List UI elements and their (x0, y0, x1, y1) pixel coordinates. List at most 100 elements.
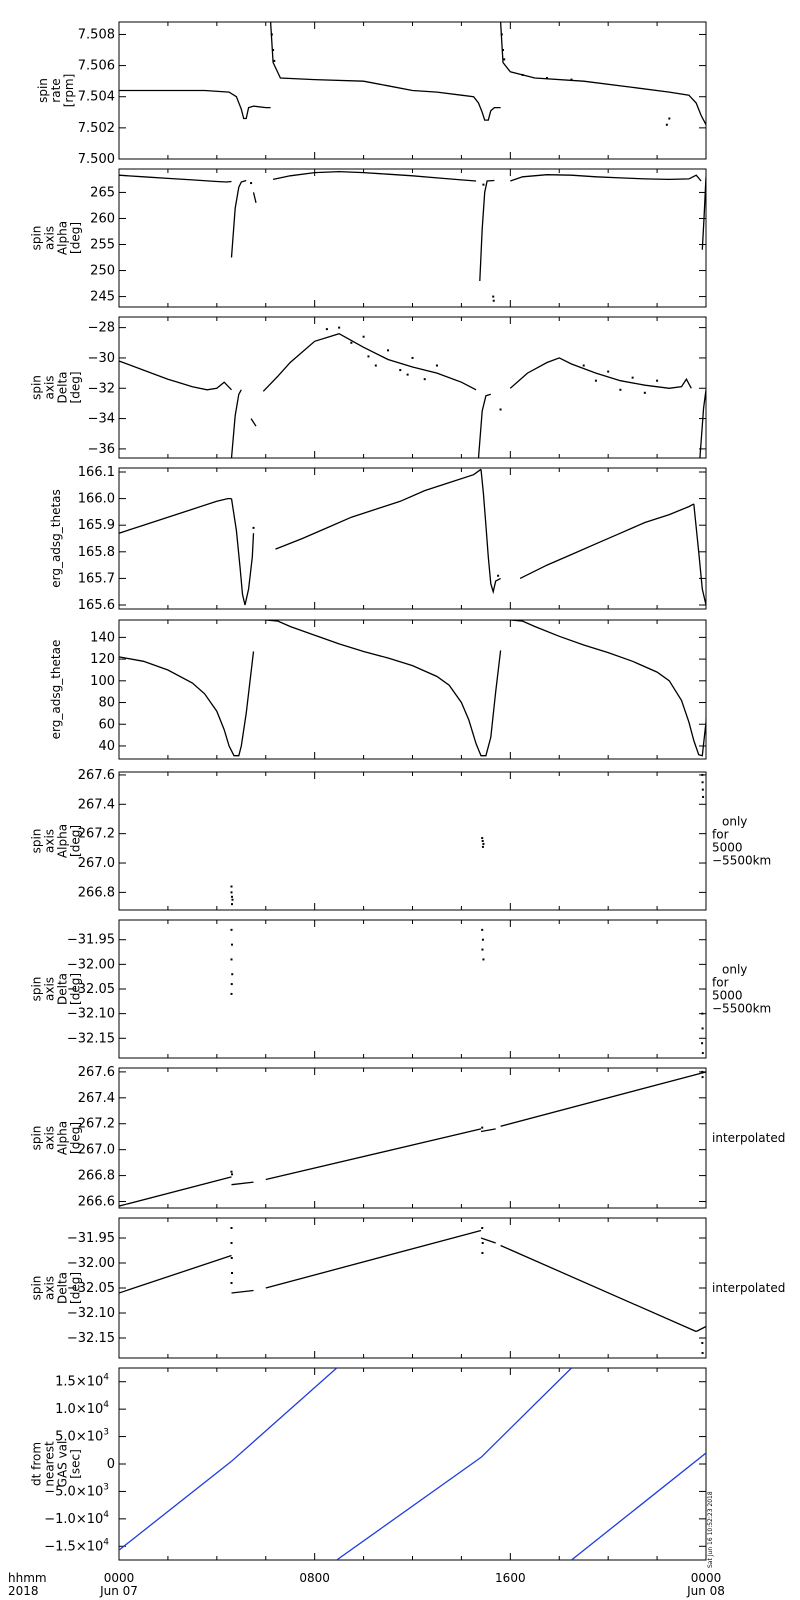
panel-note-line: for (712, 976, 729, 990)
series-segment (119, 1176, 232, 1207)
panel-note-line: for (712, 828, 729, 842)
y-tick-label: 165.7 (78, 571, 115, 586)
y-tick-label: 60 (98, 717, 115, 732)
y-tick-label: −31.95 (67, 1231, 115, 1246)
panel-note-line: interpolated (712, 1131, 785, 1145)
y-axis-label: spinaxisDelta[deg] (30, 973, 83, 1005)
data-point (582, 364, 585, 367)
data-point (701, 1012, 704, 1015)
y-tick-label: −32.00 (67, 1256, 115, 1271)
y-tick-label: 265 (90, 185, 115, 200)
y-tick-label: 80 (98, 696, 115, 711)
y-axis-label-line: spin (30, 977, 44, 1002)
x-tick-label: 0000 (104, 1571, 135, 1585)
series-segment (500, 1072, 702, 1127)
y-tick-label: 7.508 (78, 27, 115, 42)
y-tick-label: −32 (88, 381, 115, 396)
y-axis-label-line: spin (30, 375, 44, 400)
data-point (230, 1242, 233, 1244)
series-segment (252, 192, 257, 203)
data-point (701, 1352, 704, 1354)
y-tick-label: 245 (90, 290, 115, 305)
series-segment (119, 651, 255, 757)
y-axis-label-line: Alpha (56, 824, 70, 858)
y-tick-label: −5.0×103 (44, 1482, 109, 1499)
series-segment (693, 503, 706, 606)
series-segment (269, 22, 501, 121)
data-point (607, 370, 610, 373)
data-point (231, 898, 234, 901)
data-point (231, 973, 234, 976)
panel-data (119, 620, 706, 757)
y-axis-label: erg_adsg_thetae (49, 640, 63, 740)
y-axis-label-line: Alpha (56, 221, 70, 255)
panel-7: −32.15 −32.10 −32.05 −32.00 −31.95 spinaxisDe… (30, 919, 771, 1059)
data-point (230, 943, 233, 946)
y-tick-label: 267.4 (78, 797, 115, 812)
data-point (701, 1342, 704, 1344)
panel-data (230, 928, 704, 1055)
y-tick-label: −28 (88, 321, 115, 336)
data-point (230, 928, 233, 931)
series-segment (480, 1368, 572, 1458)
data-point (503, 58, 506, 61)
series-segment (265, 1128, 482, 1181)
panel-10: −1.5×104 −1.0×104 −5.0×103 0 5.0×103 1.0×104 1… (30, 1367, 707, 1561)
data-point (387, 349, 390, 352)
series-segment (699, 389, 706, 458)
y-axis-label-line: spin (36, 78, 50, 103)
series-segment (119, 89, 271, 120)
panel-data (119, 22, 706, 126)
y-axis-label-line: spin (30, 829, 44, 854)
data-point (230, 1170, 233, 1173)
panel-frame (118, 467, 707, 610)
data-point (230, 895, 233, 898)
data-point (423, 378, 426, 381)
y-axis-label-line: spin (30, 226, 44, 251)
y-axis-label-line: [deg] (69, 222, 83, 254)
y-axis-label: spinaxisAlpha[deg] (30, 1121, 83, 1155)
y-tick-label: −30 (88, 351, 115, 366)
data-point (656, 379, 659, 382)
data-point (350, 341, 353, 344)
x-row-label-year: 2018 (8, 1584, 39, 1598)
panel-data (119, 468, 706, 606)
series-segment (519, 503, 695, 579)
y-tick-label: 140 (90, 630, 115, 645)
y-tick-label: 266.6 (78, 1195, 115, 1210)
data-point (701, 773, 704, 776)
data-point (230, 958, 233, 961)
panel-frame (118, 619, 707, 760)
data-point (481, 1227, 484, 1229)
y-axis-label-line: erg_adsg_thetae (49, 640, 63, 740)
data-point (230, 891, 233, 894)
panel-note: only for 5000 −5500km (712, 963, 771, 1016)
series-segment (250, 418, 257, 427)
y-tick-label: −32.05 (67, 1281, 115, 1296)
series-segment (477, 393, 491, 458)
y-tick-label: −32.05 (67, 982, 115, 997)
y-tick-label: −32.10 (67, 1306, 115, 1321)
y-tick-label: 260 (90, 211, 115, 226)
data-point (230, 1227, 233, 1229)
data-point (521, 73, 524, 76)
y-axis-label-line: axis (43, 829, 57, 853)
data-point (230, 983, 233, 986)
series-segment (230, 389, 242, 458)
y-tick-label: 7.502 (78, 121, 115, 136)
y-axis-label: spinaxisAlpha[deg] (30, 824, 83, 858)
data-point (481, 845, 484, 848)
data-point (701, 1070, 704, 1073)
data-point (399, 369, 402, 372)
series-segment (480, 1237, 496, 1244)
panel-8: 266.6 266.8 267.0 267.2 267.4 267.6 spinaxisAl… (30, 1065, 786, 1210)
y-tick-label: 1.0×104 (55, 1400, 109, 1417)
panel-note: interpolated (712, 1281, 785, 1295)
data-point (482, 183, 485, 186)
x-tick-date-label: Jun 08 (686, 1584, 725, 1598)
panel-note-line: 5000 (712, 989, 743, 1003)
data-point (481, 837, 484, 840)
y-tick-label: −32.15 (67, 1031, 115, 1046)
series-segment (262, 332, 477, 392)
y-tick-label: 267.4 (78, 1091, 115, 1106)
